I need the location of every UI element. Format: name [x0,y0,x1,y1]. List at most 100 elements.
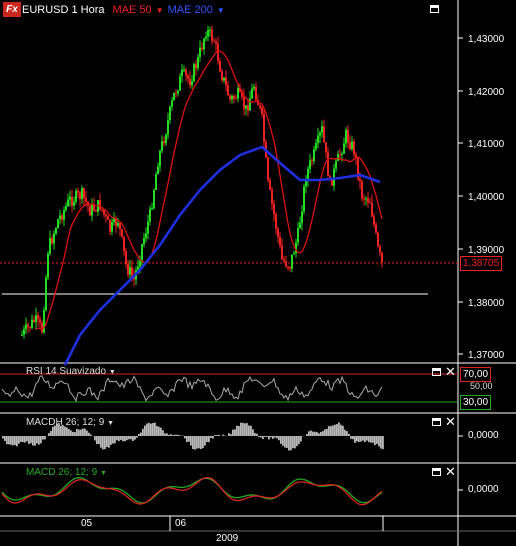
macdh-bar [78,429,80,436]
candle-body [45,277,47,311]
candle-body [369,202,371,204]
chevron-down-icon[interactable]: ▼ [99,470,107,477]
candle-body [165,134,167,144]
candle-body [355,154,357,158]
chevron-down-icon[interactable]: ▼ [155,5,164,15]
maximize-icon[interactable] [432,418,441,426]
candle-body [227,85,229,96]
candle-body [309,160,311,169]
macdh-bar [326,428,328,436]
candle-body [277,228,279,238]
mae-50-label[interactable]: MAE 50 [112,4,152,16]
macdh-bar [156,426,158,436]
candle-body [283,259,285,262]
macdh-bar [250,425,252,436]
macdh-bar [108,436,110,448]
macdh-bar [342,425,344,436]
macd-panel-label[interactable]: MACD 26; 12; 9 ▼ [26,467,107,478]
macdh-bar [186,436,188,443]
close-icon[interactable]: ✕ [445,364,456,379]
candle-body [291,254,293,269]
price-tick-label: 1,38000 [468,298,505,309]
macdh-bar [114,436,116,444]
candle-body [125,251,127,265]
macdh-bar [244,423,246,436]
macdh-bar [30,436,32,444]
candle-body [337,154,339,161]
candle-body [43,310,45,333]
macdh-bar [70,430,72,436]
macdh-bar [188,436,190,442]
candle-body [237,88,239,99]
candle-body [345,129,347,144]
macdh-bar [104,436,106,450]
macdh-bar [306,434,308,436]
macdh-bar [200,436,202,450]
candle-body [323,126,325,143]
macdh-bar [100,436,102,448]
macdh-bar [150,423,152,436]
candle-body [225,77,227,86]
macdh-bar [12,436,14,446]
price-axis: 1,43000 1,42000 1,41000 1,40000 1,39000 1,380… [458,34,505,361]
macdh-bar [90,434,92,436]
candle-body [167,120,169,135]
candle-body [341,153,343,155]
chevron-down-icon[interactable]: ▼ [107,420,115,427]
candle-body [343,143,345,154]
close-icon[interactable]: ✕ [445,414,456,429]
candle-body [329,176,331,179]
rsi-panel-label[interactable]: RSI 14 Suavizado ▼ [26,366,116,377]
candle-body [285,261,287,267]
macdh-bar [362,436,364,441]
macdh-bar [132,436,134,442]
symbol-title[interactable]: EURUSD 1 Hora [22,4,105,16]
close-icon[interactable]: ✕ [445,464,456,479]
macdh-bar [84,428,86,436]
candle-body [119,223,121,230]
candle-body [215,41,217,44]
candle-body [63,209,65,220]
time-axis-year: 2009 [216,533,239,544]
macdh-bar [168,434,170,436]
macdh-bar [52,426,54,436]
candle-body [95,210,97,212]
macdh-bar [94,436,96,441]
candle-body [359,178,361,182]
macdh-bar [144,425,146,436]
candle-body [129,267,131,275]
candle-body [301,211,303,223]
macdh-bar [58,423,60,436]
candle-body [27,324,29,327]
maximize-icon[interactable] [432,368,441,376]
macdh-bar [166,433,168,436]
candle-body [55,228,57,234]
macdh-bar [280,436,282,444]
chevron-down-icon[interactable]: ▼ [216,5,225,15]
macdh-bar [290,436,292,451]
candle-body [31,319,33,328]
candle-body [319,132,321,136]
candle-body [69,196,71,200]
candle-body [155,174,157,190]
candle-body [261,107,263,114]
maximize-icon[interactable] [430,5,439,13]
macdh-bar [328,426,330,436]
mae-200-label[interactable]: MAE 200 [167,4,213,16]
candle-body [293,253,295,255]
candle-body [67,199,69,206]
macdh-bar [216,435,218,436]
candle-body [187,75,189,79]
candle-body [145,233,147,239]
macdh-panel-label[interactable]: MACDH 26; 12; 9 ▼ [26,417,115,428]
macdh-bar [320,431,322,436]
maximize-icon[interactable] [432,468,441,476]
macdh-bar [254,433,256,436]
candle-body [103,209,105,215]
candle-body [101,209,103,211]
macdh-bar [140,432,142,436]
chevron-down-icon[interactable]: ▼ [108,369,116,376]
macdh-bar [264,436,266,437]
macdh-bar [350,436,352,439]
